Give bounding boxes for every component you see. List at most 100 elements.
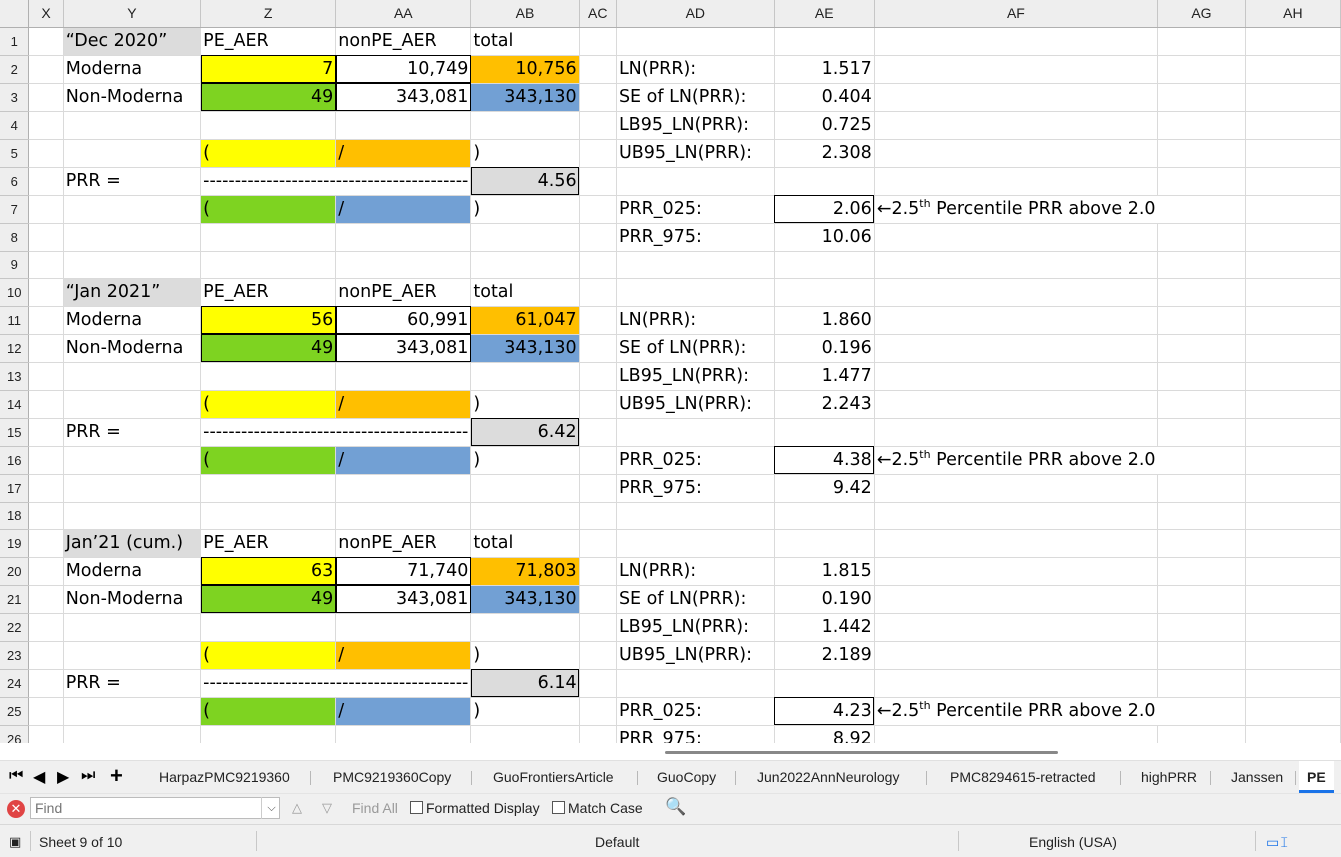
cell-af[interactable] <box>874 278 1159 307</box>
close-find-icon[interactable]: ✕ <box>7 800 25 818</box>
cell-x[interactable] <box>28 306 64 335</box>
cell-ab[interactable] <box>470 251 580 279</box>
period-label[interactable]: “Dec 2020” <box>63 27 202 56</box>
cell-af[interactable] <box>874 725 1159 743</box>
cell-ah[interactable] <box>1245 83 1341 112</box>
row-header[interactable]: 16 <box>0 446 30 475</box>
percentile-note[interactable]: ←2.5th Percentile PRR above 2.0 <box>874 446 1158 475</box>
cell-af[interactable] <box>874 390 1159 419</box>
total-cell[interactable]: 343,130 <box>470 83 580 112</box>
cell-ab[interactable] <box>470 362 580 391</box>
cell-ab[interactable] <box>470 223 580 252</box>
row-header[interactable]: 8 <box>0 223 30 252</box>
sheet-tab[interactable]: GuoFrontiersArticle <box>493 769 614 785</box>
statistic-value[interactable]: 4.23 <box>774 697 875 726</box>
formula-close-paren[interactable]: ) <box>470 641 580 670</box>
statistic-label[interactable]: PRR_025: <box>616 446 775 475</box>
cell-y[interactable] <box>63 251 202 279</box>
cell-af[interactable] <box>874 223 1159 252</box>
row-header[interactable]: 12 <box>0 334 30 363</box>
formula-close-paren[interactable]: ) <box>470 446 580 475</box>
prr-value-cell[interactable]: 6.14 <box>470 669 580 698</box>
fraction-bar[interactable]: ----------------------------------------… <box>200 418 472 447</box>
row-header[interactable]: 21 <box>0 585 30 614</box>
cell-x[interactable] <box>28 529 64 558</box>
first-sheet-icon[interactable]: ⏮ <box>9 767 24 784</box>
statistic-label[interactable]: PRR_975: <box>616 725 775 743</box>
cell-aa[interactable] <box>335 613 472 642</box>
find-and-replace-icon[interactable]: 🔍 <box>665 797 687 816</box>
cell-y[interactable] <box>63 139 202 168</box>
cell-ac[interactable] <box>579 418 617 447</box>
total-cell[interactable]: 10,756 <box>470 55 580 84</box>
cell-x[interactable] <box>28 502 64 530</box>
column-label-total[interactable]: total <box>470 278 580 307</box>
cell-ac[interactable] <box>579 195 617 224</box>
cell-ah[interactable] <box>1245 27 1341 56</box>
cell-ag[interactable] <box>1157 195 1246 224</box>
row-header[interactable]: 4 <box>0 111 30 140</box>
row-header[interactable]: 11 <box>0 306 30 335</box>
cell-x[interactable] <box>28 278 64 307</box>
cell-x[interactable] <box>28 111 64 140</box>
percentile-note[interactable]: ←2.5th Percentile PRR above 2.0 <box>874 697 1158 726</box>
statistic-label[interactable]: UB95_LN(PRR): <box>616 641 775 670</box>
cell-x[interactable] <box>28 83 64 112</box>
cell-ad[interactable] <box>616 418 775 447</box>
cell-ac[interactable] <box>579 697 617 726</box>
cell-ac[interactable] <box>579 139 617 168</box>
cell-ac[interactable] <box>579 223 617 252</box>
add-sheet-icon[interactable]: + <box>110 763 123 788</box>
cell-af[interactable] <box>874 83 1159 112</box>
fraction-bar[interactable]: ----------------------------------------… <box>200 167 472 196</box>
cell-ah[interactable] <box>1245 167 1341 196</box>
statistic-label[interactable]: SE of LN(PRR): <box>616 83 775 112</box>
cell-x[interactable] <box>28 613 64 642</box>
statistic-value[interactable]: 2.06 <box>774 195 875 224</box>
cell-ac[interactable] <box>579 27 617 56</box>
statistic-label[interactable]: PRR_025: <box>616 697 775 726</box>
cell-ag[interactable] <box>1157 446 1246 475</box>
column-label-total[interactable]: total <box>470 27 580 56</box>
cell-x[interactable] <box>28 585 64 614</box>
cell-ag[interactable] <box>1157 111 1246 140</box>
cell-ah[interactable] <box>1245 725 1341 743</box>
cell-ab[interactable] <box>470 474 580 503</box>
sheet-tab-active[interactable]: PE <box>1299 761 1334 793</box>
cell-x[interactable] <box>28 362 64 391</box>
total-cell[interactable]: 343,130 <box>470 334 580 363</box>
cell-ag[interactable] <box>1157 474 1246 503</box>
cell-y[interactable] <box>63 474 202 503</box>
cell-y[interactable] <box>63 195 202 224</box>
cell-ag[interactable] <box>1157 334 1246 363</box>
cell-ag[interactable] <box>1157 585 1246 614</box>
cell-af[interactable] <box>874 418 1159 447</box>
pe-count-cell[interactable]: 49 <box>200 334 337 363</box>
statistic-label[interactable]: SE of LN(PRR): <box>616 585 775 614</box>
cell-ag[interactable] <box>1157 362 1246 391</box>
nonpe-count-cell[interactable]: 60,991 <box>335 306 472 335</box>
total-cell[interactable]: 343,130 <box>470 585 580 614</box>
cell-ah[interactable] <box>1245 55 1341 84</box>
statistic-label[interactable]: LB95_LN(PRR): <box>616 613 775 642</box>
row-label[interactable]: Moderna <box>63 557 202 586</box>
row-header[interactable]: 9 <box>0 251 30 279</box>
cell-ac[interactable] <box>579 585 617 614</box>
column-header[interactable]: AH <box>1245 0 1341 28</box>
cell-af[interactable] <box>874 474 1159 503</box>
cell-ac[interactable] <box>579 474 617 503</box>
cell-ad[interactable] <box>616 27 775 56</box>
statistic-value[interactable]: 4.38 <box>774 446 875 475</box>
cell-x[interactable] <box>28 446 64 475</box>
column-header[interactable]: AC <box>579 0 617 28</box>
cell-af[interactable] <box>874 669 1159 698</box>
statistic-value[interactable]: 1.442 <box>774 613 875 642</box>
nonpe-count-cell[interactable]: 343,081 <box>335 334 472 363</box>
cell-ag[interactable] <box>1157 83 1246 112</box>
row-label[interactable]: Non-Moderna <box>63 585 202 614</box>
statistic-label[interactable]: LN(PRR): <box>616 55 775 84</box>
cell-ah[interactable] <box>1245 111 1341 140</box>
cell-y[interactable] <box>63 697 202 726</box>
cell-ag[interactable] <box>1157 697 1246 726</box>
cell-z[interactable] <box>200 362 337 391</box>
